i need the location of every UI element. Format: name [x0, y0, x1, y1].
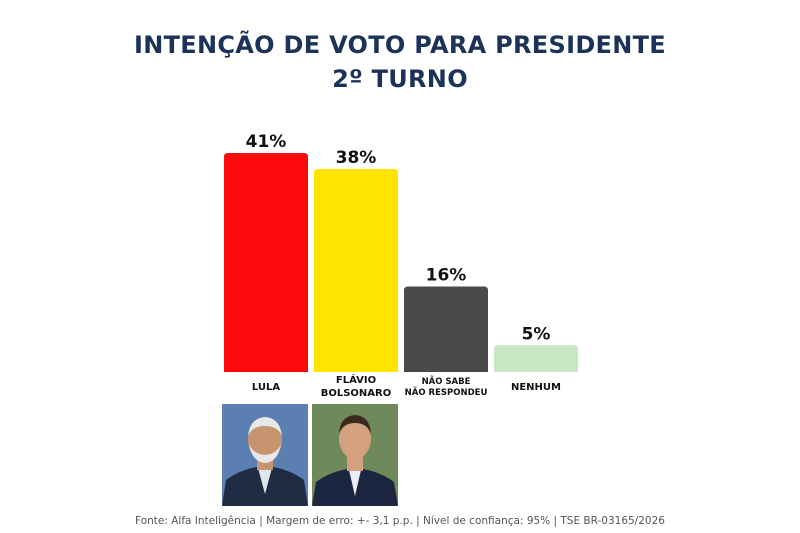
category-label-line: NÃO SABE	[421, 377, 471, 387]
category-label-line: NENHUM	[510, 382, 561, 393]
value-label-3: 16%	[426, 266, 467, 286]
category-label-4: NENHUM	[488, 382, 584, 395]
lula-photo	[222, 404, 308, 506]
category-label-line: FLÁVIO	[335, 375, 377, 386]
category-label-line: BOLSONARO	[320, 387, 392, 399]
title-line-2: 2º TURNO	[332, 65, 468, 93]
flavio-photo	[312, 404, 398, 506]
bar-3	[404, 286, 488, 372]
bar-1	[224, 153, 308, 372]
bar-2	[314, 169, 398, 372]
category-label-line: LULA	[251, 382, 281, 393]
category-label-2: FLÁVIO BOLSONARO	[308, 375, 404, 400]
source-footnote: Fonte: Alfa Inteligência | Margem de err…	[135, 515, 665, 527]
value-label-2: 38%	[336, 148, 377, 168]
chart-title: INTENÇÃO DE VOTO PARA PRESIDENTE 2º TURN…	[0, 28, 800, 96]
value-label-4: 5%	[522, 324, 551, 344]
category-label-line: NÃO RESPONDEU	[404, 387, 488, 398]
bar-4	[494, 345, 578, 372]
value-label-1: 41%	[246, 132, 287, 152]
category-label-3: NÃO SABE NÃO RESPONDEU	[398, 377, 494, 398]
title-line-1: INTENÇÃO DE VOTO PARA PRESIDENTE	[134, 31, 666, 59]
category-label-1: LULA	[218, 382, 314, 395]
